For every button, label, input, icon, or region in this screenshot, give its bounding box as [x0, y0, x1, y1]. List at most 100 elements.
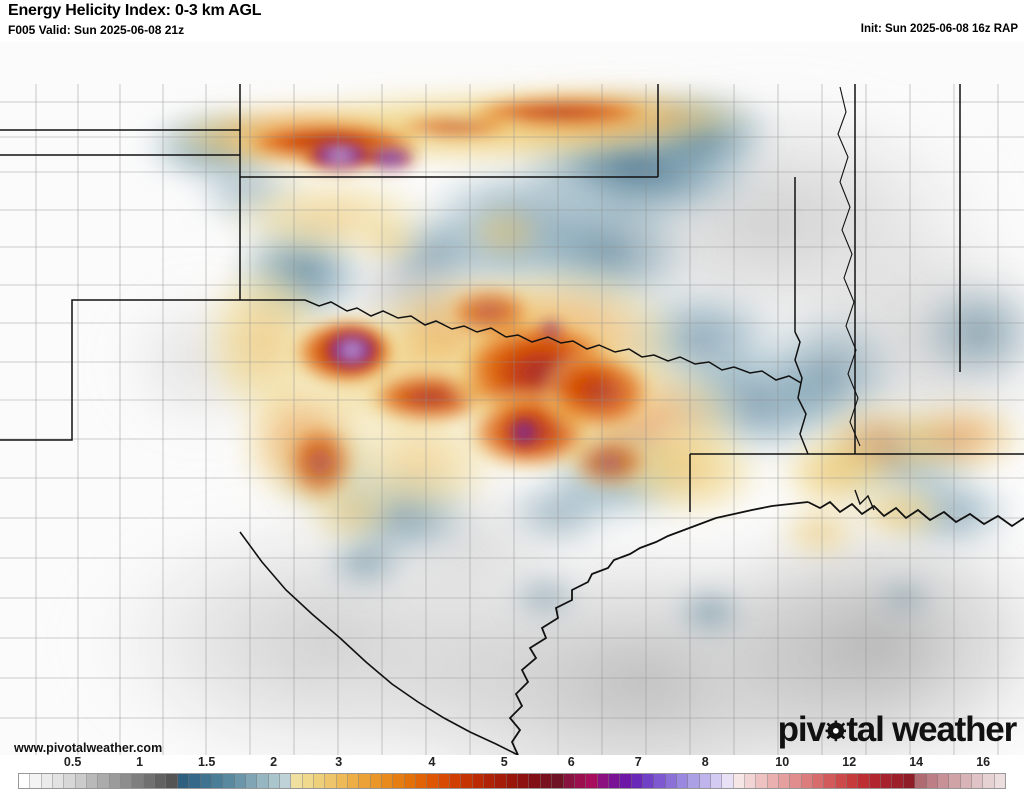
colorbar-tick: 3 — [335, 755, 343, 769]
colorbar-swatch — [733, 774, 745, 788]
colorbar-swatch — [518, 774, 530, 788]
max-north-texas — [510, 415, 538, 449]
colorbar-swatch — [654, 774, 666, 788]
valid-time-label: F005 Valid: Sun 2025-06-08 21z — [8, 23, 185, 37]
colorbar-swatch — [291, 774, 303, 788]
colorbar-swatch — [472, 774, 485, 788]
logo-text-pre: piv — [777, 710, 826, 749]
colorbar-swatch — [166, 774, 178, 788]
colorbar-swatch — [971, 774, 984, 788]
colorbar-tick: 2 — [270, 755, 278, 769]
colorbar-swatch — [835, 774, 848, 788]
colorbar-tick: 1 — [136, 755, 144, 769]
colorbar-swatch — [30, 774, 42, 788]
site-url: www.pivotalweather.com — [14, 741, 163, 755]
colorbar-swatch — [19, 774, 31, 788]
colorbar-footer: 0.5 1 1.5 2 3 4 5 6 7 8 10 12 14 16 — [0, 755, 1024, 791]
colorbar-swatch — [722, 774, 734, 788]
colorbar-swatch — [847, 774, 859, 788]
colorbar-swatch — [359, 774, 371, 788]
colorbar-swatch — [177, 774, 190, 788]
max-texas-panhandle — [318, 326, 386, 374]
colorbar-swatch — [552, 774, 564, 788]
colorbar-swatch — [949, 774, 961, 788]
colorbar-tick: 5 — [500, 755, 508, 769]
colorbar-swatch — [450, 774, 462, 788]
colorbar-swatch — [211, 774, 224, 788]
colorbar-tick: 8 — [701, 755, 709, 769]
colorbar-tick: 4 — [428, 755, 436, 769]
colorbar-swatch — [234, 774, 246, 788]
gulf-coastline-louisiana — [807, 500, 1024, 528]
colorbar-tick: 7 — [634, 755, 642, 769]
colorbar-swatch — [824, 774, 836, 788]
colorbar-swatch — [155, 774, 167, 788]
colorbar-swatch — [631, 774, 643, 788]
colorbar-swatch — [710, 774, 723, 788]
colorbar-swatch — [427, 774, 439, 788]
map-canvas[interactable] — [0, 42, 1024, 755]
colorbar-swatch — [983, 774, 995, 788]
colorbar-swatch — [745, 774, 757, 788]
colorbar-swatch — [881, 774, 893, 788]
colorbar-swatch — [416, 774, 428, 788]
colorbar-swatch — [529, 774, 541, 788]
colorbar-swatch — [688, 774, 700, 788]
colorbar-swatch — [121, 774, 133, 788]
colorbar-swatch — [313, 774, 326, 788]
colorbar-tick-labels: 0.5 1 1.5 2 3 4 5 6 7 8 10 12 14 16 — [0, 755, 1024, 772]
state-boundaries — [0, 84, 1024, 755]
colorbar-swatch — [495, 774, 507, 788]
colorbar-swatch — [200, 774, 212, 788]
map-header: Energy Helicity Index: 0-3 km AGL F005 V… — [0, 0, 1024, 42]
gear-icon — [825, 720, 847, 742]
colorbar[interactable] — [18, 773, 1006, 789]
colorbar-swatch — [779, 774, 791, 788]
border-nm-tx-south — [0, 299, 240, 441]
colorbar-swatch — [574, 774, 587, 788]
mississippi-river — [837, 86, 861, 447]
colorbar-swatch — [75, 774, 88, 788]
colorbar-swatch — [540, 774, 553, 788]
colorbar-swatch — [143, 774, 156, 788]
colorbar-swatch — [109, 774, 122, 788]
colorbar-swatch — [642, 774, 655, 788]
colorbar-tick: 10 — [775, 755, 790, 769]
colorbar-swatch — [41, 774, 54, 788]
colorbar-swatch — [302, 774, 314, 788]
colorbar-swatch — [484, 774, 496, 788]
colorbar-swatch — [268, 774, 280, 788]
colorbar-tick: 16 — [976, 755, 991, 769]
colorbar-tick: 6 — [567, 755, 575, 769]
mississippi-delta — [854, 489, 875, 511]
colorbar-swatch — [87, 774, 99, 788]
colorbar-swatch — [336, 774, 348, 788]
colorbar-swatch — [665, 774, 677, 788]
colorbar-swatch — [801, 774, 814, 788]
colorbar-swatch — [676, 774, 689, 788]
logo-text-post: tal weather — [846, 710, 1017, 749]
border-us-mexico — [239, 531, 519, 755]
colorbar-swatch — [347, 774, 360, 788]
colorbar-tick: 12 — [842, 755, 857, 769]
colorbar-swatch — [279, 774, 292, 788]
colorbar-swatch — [189, 774, 201, 788]
colorbar-swatch — [858, 774, 870, 788]
colorbar-swatch — [132, 774, 144, 788]
colorbar-swatch — [813, 774, 825, 788]
county-boundaries — [0, 84, 1024, 755]
colorbar-swatch — [245, 774, 258, 788]
colorbar-swatch — [586, 774, 598, 788]
pivotal-weather-logo: piv tal weather — [777, 710, 1018, 749]
max-south-oklahoma — [541, 320, 561, 340]
colorbar-swatch — [994, 774, 1005, 788]
colorbar-swatch — [790, 774, 802, 788]
colorbar-swatch — [915, 774, 927, 788]
colorbar-swatch — [257, 774, 269, 788]
colorbar-tick: 1.5 — [197, 755, 216, 769]
colorbar-swatch — [903, 774, 916, 788]
gulf-coastline-texas — [508, 501, 809, 755]
colorbar-swatch — [506, 774, 519, 788]
colorbar-swatch — [699, 774, 711, 788]
